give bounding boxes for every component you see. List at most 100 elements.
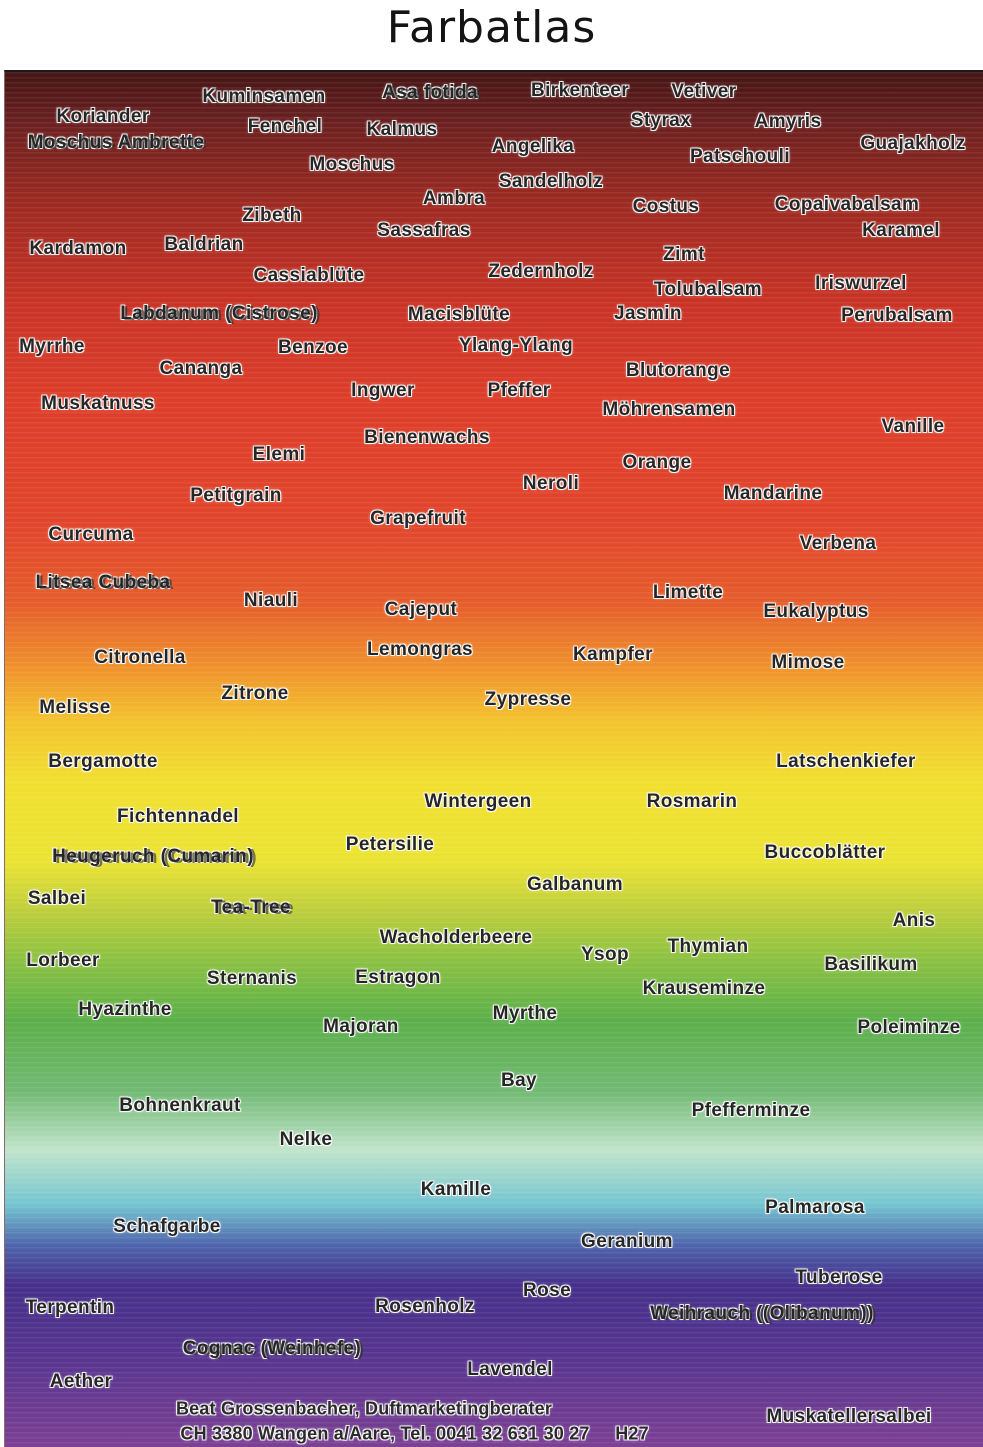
scent-label-asa-fotida: Asa fotida (382, 82, 478, 103)
scent-label-vetiver: Vetiver (671, 81, 737, 102)
scent-label-blutorange: Blutorange (625, 360, 731, 381)
scent-label-ingwer: Ingwer (351, 380, 415, 401)
scent-label-styrax: Styrax (630, 110, 692, 131)
scent-label-fichtennadel: Fichtennadel (117, 806, 239, 827)
scent-label-bay: Bay (500, 1070, 538, 1091)
scent-label-ylang-ylang: Ylang-Ylang (458, 335, 574, 356)
scent-label-litsea-cubeba: Litsea Cubeba (35, 572, 171, 593)
scent-label-copaivabalsam: Copaivabalsam (774, 194, 920, 215)
scent-label-m-hrensamen: Möhrensamen (602, 399, 736, 420)
scent-label-elemi: Elemi (252, 444, 306, 465)
scent-label-cognac-weinhefe: Cognac (Weinhefe) (182, 1338, 362, 1359)
scent-label-citronella: Citronella (94, 647, 186, 668)
scent-label-angelika: Angelika (491, 136, 575, 157)
scent-label-tuberose: Tuberose (795, 1267, 883, 1288)
scent-label-nelke: Nelke (279, 1129, 333, 1150)
scent-label-salbei: Salbei (27, 888, 87, 909)
scent-label-grapefruit: Grapefruit (370, 508, 466, 529)
scent-label-myrrhe: Myrrhe (19, 336, 85, 357)
scent-label-palmarosa: Palmarosa (765, 1197, 865, 1218)
scent-label-kardamon: Kardamon (29, 238, 127, 259)
scent-label-petersilie: Petersilie (345, 834, 435, 855)
scent-label-majoran: Majoran (323, 1016, 399, 1037)
scent-label-ysop: Ysop (580, 944, 630, 965)
scent-label-zitrone: Zitrone (221, 683, 289, 704)
scent-label-latschenkiefer: Latschenkiefer (776, 751, 916, 772)
scent-label-lorbeer: Lorbeer (26, 950, 100, 971)
scent-label-thymian: Thymian (667, 936, 749, 957)
scent-label-fenchel: Fenchel (247, 116, 323, 137)
scent-label-koriander: Koriander (56, 106, 150, 127)
scent-label-wacholderbeere: Wacholderbeere (379, 927, 533, 948)
scent-label-weihrauch-olibanum: Weihrauch ((Olibanum)) (650, 1303, 874, 1324)
footer-ch-3380-wangen-a-aare-tel-0041-32-631-30-27: CH 3380 Wangen a/Aare, Tel. 0041 32 631 … (180, 1423, 590, 1444)
scent-label-hyazinthe: Hyazinthe (78, 999, 172, 1020)
scent-label-muskatellersalbei: Muskatellersalbei (766, 1406, 932, 1427)
scent-label-myrthe: Myrthe (492, 1003, 558, 1024)
scent-label-perubalsam: Perubalsam (841, 305, 953, 326)
scent-label-melisse: Melisse (39, 697, 111, 718)
scent-label-ambra: Ambra (422, 188, 486, 209)
scent-label-estragon: Estragon (355, 967, 441, 988)
scent-label-heugeruch-cumarin: Heugeruch (Cumarin) (52, 846, 254, 867)
scent-label-schafgarbe: Schafgarbe (113, 1216, 221, 1237)
scent-label-geranium: Geranium (581, 1231, 673, 1252)
scent-label-basilikum: Basilikum (824, 954, 918, 975)
scent-label-sassafras: Sassafras (377, 220, 471, 241)
scent-label-macisbl-te: Macisblüte (407, 304, 511, 325)
scent-label-orange: Orange (622, 452, 692, 473)
scent-label-vanille: Vanille (881, 416, 945, 437)
scent-label-baldrian: Baldrian (164, 234, 244, 255)
scent-label-moschus: Moschus (309, 154, 395, 175)
title-area: Farbatlas (0, 0, 983, 70)
scent-label-zedernholz: Zedernholz (488, 261, 594, 282)
scent-label-eukalyptus: Eukalyptus (763, 601, 869, 622)
scent-label-rosmarin: Rosmarin (646, 791, 738, 812)
scent-label-zimt: Zimt (663, 244, 705, 265)
scent-label-kuminsamen: Kuminsamen (202, 86, 326, 107)
scent-label-verbena: Verbena (799, 533, 877, 554)
scent-label-cassiabl-te: Cassiablüte (253, 265, 365, 286)
scent-label-pfefferminze: Pfefferminze (691, 1100, 811, 1121)
scent-label-kamille: Kamille (420, 1179, 492, 1200)
scent-label-lavendel: Lavendel (467, 1359, 553, 1380)
scent-label-tea-tree: Tea-Tree (211, 897, 291, 918)
scent-label-mandarine: Mandarine (723, 483, 823, 504)
scent-label-kalmus: Kalmus (366, 119, 438, 140)
scent-label-neroli: Neroli (522, 473, 580, 494)
scent-label-poleiminze: Poleiminze (857, 1017, 961, 1038)
scent-label-kampfer: Kampfer (573, 644, 653, 665)
scent-label-lemongras: Lemongras (366, 639, 474, 660)
scent-label-aether: Aether (49, 1371, 113, 1392)
scent-label-labdanum-cistrose: Labdanum (Cistrose) (120, 303, 318, 324)
scent-label-amyris: Amyris (754, 111, 822, 132)
scent-label-bergamotte: Bergamotte (48, 751, 158, 772)
scent-label-niauli: Niauli (243, 590, 299, 611)
scent-label-jasmin: Jasmin (614, 303, 682, 324)
scent-label-rose: Rose (522, 1280, 572, 1301)
scent-label-guajakholz: Guajakholz (860, 133, 966, 154)
scent-label-bienenwachs: Bienenwachs (364, 427, 490, 448)
poster-title: Farbatlas (386, 2, 597, 53)
footer-beat-grossenbacher-duftmarketingberater: Beat Grossenbacher, Duftmarketingberater (175, 1398, 553, 1419)
scent-label-patschouli: Patschouli (689, 146, 791, 167)
scent-label-cananga: Cananga (159, 358, 243, 379)
scent-label-rosenholz: Rosenholz (375, 1296, 475, 1317)
scent-label-galbanum: Galbanum (526, 874, 624, 895)
scent-label-karamel: Karamel (862, 220, 940, 241)
scent-label-cajeput: Cajeput (384, 599, 458, 620)
scent-label-terpentin: Terpentin (25, 1297, 115, 1318)
scent-label-sandelholz: Sandelholz (498, 171, 604, 192)
scent-label-buccobl-tter: Buccoblätter (764, 842, 886, 863)
scent-label-curcuma: Curcuma (48, 524, 134, 545)
scent-label-bohnenkraut: Bohnenkraut (119, 1095, 241, 1116)
scent-label-wintergeen: Wintergeen (424, 791, 532, 812)
scent-label-limette: Limette (652, 582, 724, 603)
scent-label-birkenteer: Birkenteer (531, 80, 629, 101)
scent-label-muskatnuss: Muskatnuss (41, 393, 155, 414)
scent-label-krauseminze: Krauseminze (642, 978, 766, 999)
scent-label-pfeffer: Pfeffer (487, 380, 551, 401)
scent-label-costus: Costus (632, 196, 700, 217)
